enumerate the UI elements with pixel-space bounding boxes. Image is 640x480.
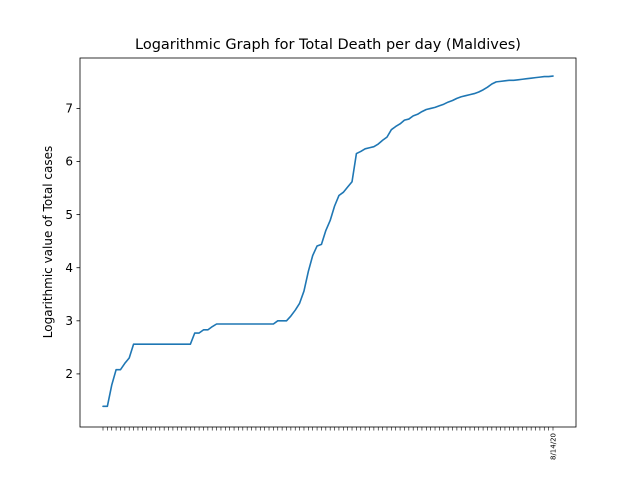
y-tick-label: 3 xyxy=(65,314,73,328)
plot-area: 2 3 4 5 6 7 8/14/20 xyxy=(65,57,577,460)
chart-title: Logarithmic Graph for Total Death per da… xyxy=(135,37,521,53)
y-tick-label: 6 xyxy=(65,155,73,169)
y-tick-label: 4 xyxy=(65,261,73,275)
y-tick-label: 2 xyxy=(65,367,73,381)
y-tick-label: 7 xyxy=(65,102,73,116)
y-axis-label: Logarithmic value of Total cases xyxy=(41,146,55,338)
x-tick-label-last: 8/14/20 xyxy=(550,433,558,460)
y-tick-label: 5 xyxy=(65,208,73,222)
axes-frame xyxy=(79,57,577,428)
series-line xyxy=(102,75,554,408)
